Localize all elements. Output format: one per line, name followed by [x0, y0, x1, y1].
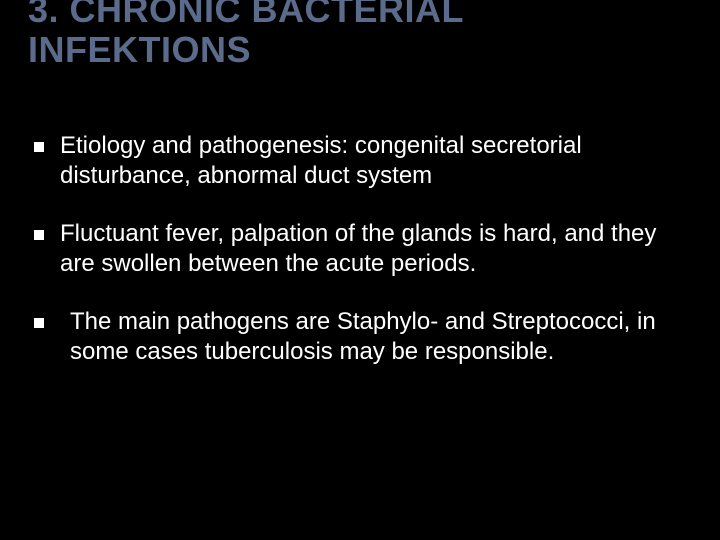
bullet-text: The main pathogens are Staphylo- and Str…: [60, 307, 692, 367]
list-item: Etiology and pathogenesis: congenital se…: [34, 131, 692, 191]
bullet-icon: [34, 318, 44, 328]
bullet-icon: [34, 142, 44, 152]
bullet-text: Etiology and pathogenesis: congenital se…: [60, 131, 692, 191]
bullet-icon: [34, 230, 44, 240]
slide: 3. CHRONIC BACTERIAL INFEKTIONS Etiology…: [0, 0, 720, 540]
slide-title: 3. CHRONIC BACTERIAL INFEKTIONS: [28, 0, 692, 71]
bullet-list: Etiology and pathogenesis: congenital se…: [28, 131, 692, 367]
bullet-text: Fluctuant fever, palpation of the glands…: [60, 219, 692, 279]
list-item: The main pathogens are Staphylo- and Str…: [34, 307, 692, 367]
list-item: Fluctuant fever, palpation of the glands…: [34, 219, 692, 279]
